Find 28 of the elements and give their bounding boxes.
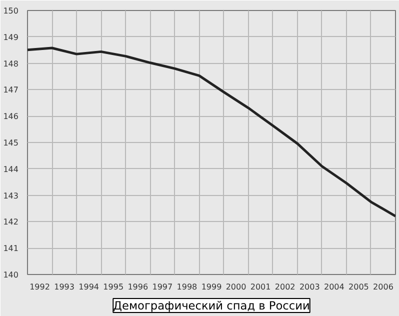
- y-tick-label: 150: [3, 6, 19, 16]
- y-tick-label: 147: [3, 86, 19, 95]
- y-tick-label: 141: [3, 244, 19, 254]
- x-tick-label: 1996: [128, 282, 148, 292]
- line-series: [28, 46, 396, 218]
- x-tick-label: 1995: [103, 282, 124, 292]
- y-tick-label: 148: [3, 59, 19, 68]
- x-tick-label: 2001: [250, 282, 271, 292]
- x-tick-label: 2002: [274, 282, 296, 292]
- x-tick-label: 2000: [226, 282, 246, 292]
- y-tick-label: 142: [3, 218, 19, 227]
- y-tick-label: 140: [3, 270, 19, 280]
- x-tick-label: 1993: [54, 282, 74, 292]
- x-tick-label: 1992: [30, 282, 50, 292]
- x-tick-label: 1999: [201, 282, 222, 292]
- x-tick-label: 1998: [176, 282, 198, 292]
- y-tick-label: 145: [3, 138, 19, 148]
- y-tick-label: 146: [3, 112, 19, 122]
- text: Демографический спад в России: [113, 298, 310, 312]
- y-tick-label: 144: [3, 164, 19, 174]
- x-tick-label: 2006: [373, 282, 394, 292]
- x-tick-label: 2005: [348, 282, 369, 292]
- y-tick-label: 143: [3, 191, 19, 200]
- y-tick-label: 149: [3, 32, 19, 42]
- x-tick-label: 2004: [324, 282, 344, 292]
- x-tick-label: 2003: [299, 282, 320, 292]
- x-tick-label: 1997: [152, 282, 173, 292]
- x-tick-label: 1994: [78, 282, 100, 292]
